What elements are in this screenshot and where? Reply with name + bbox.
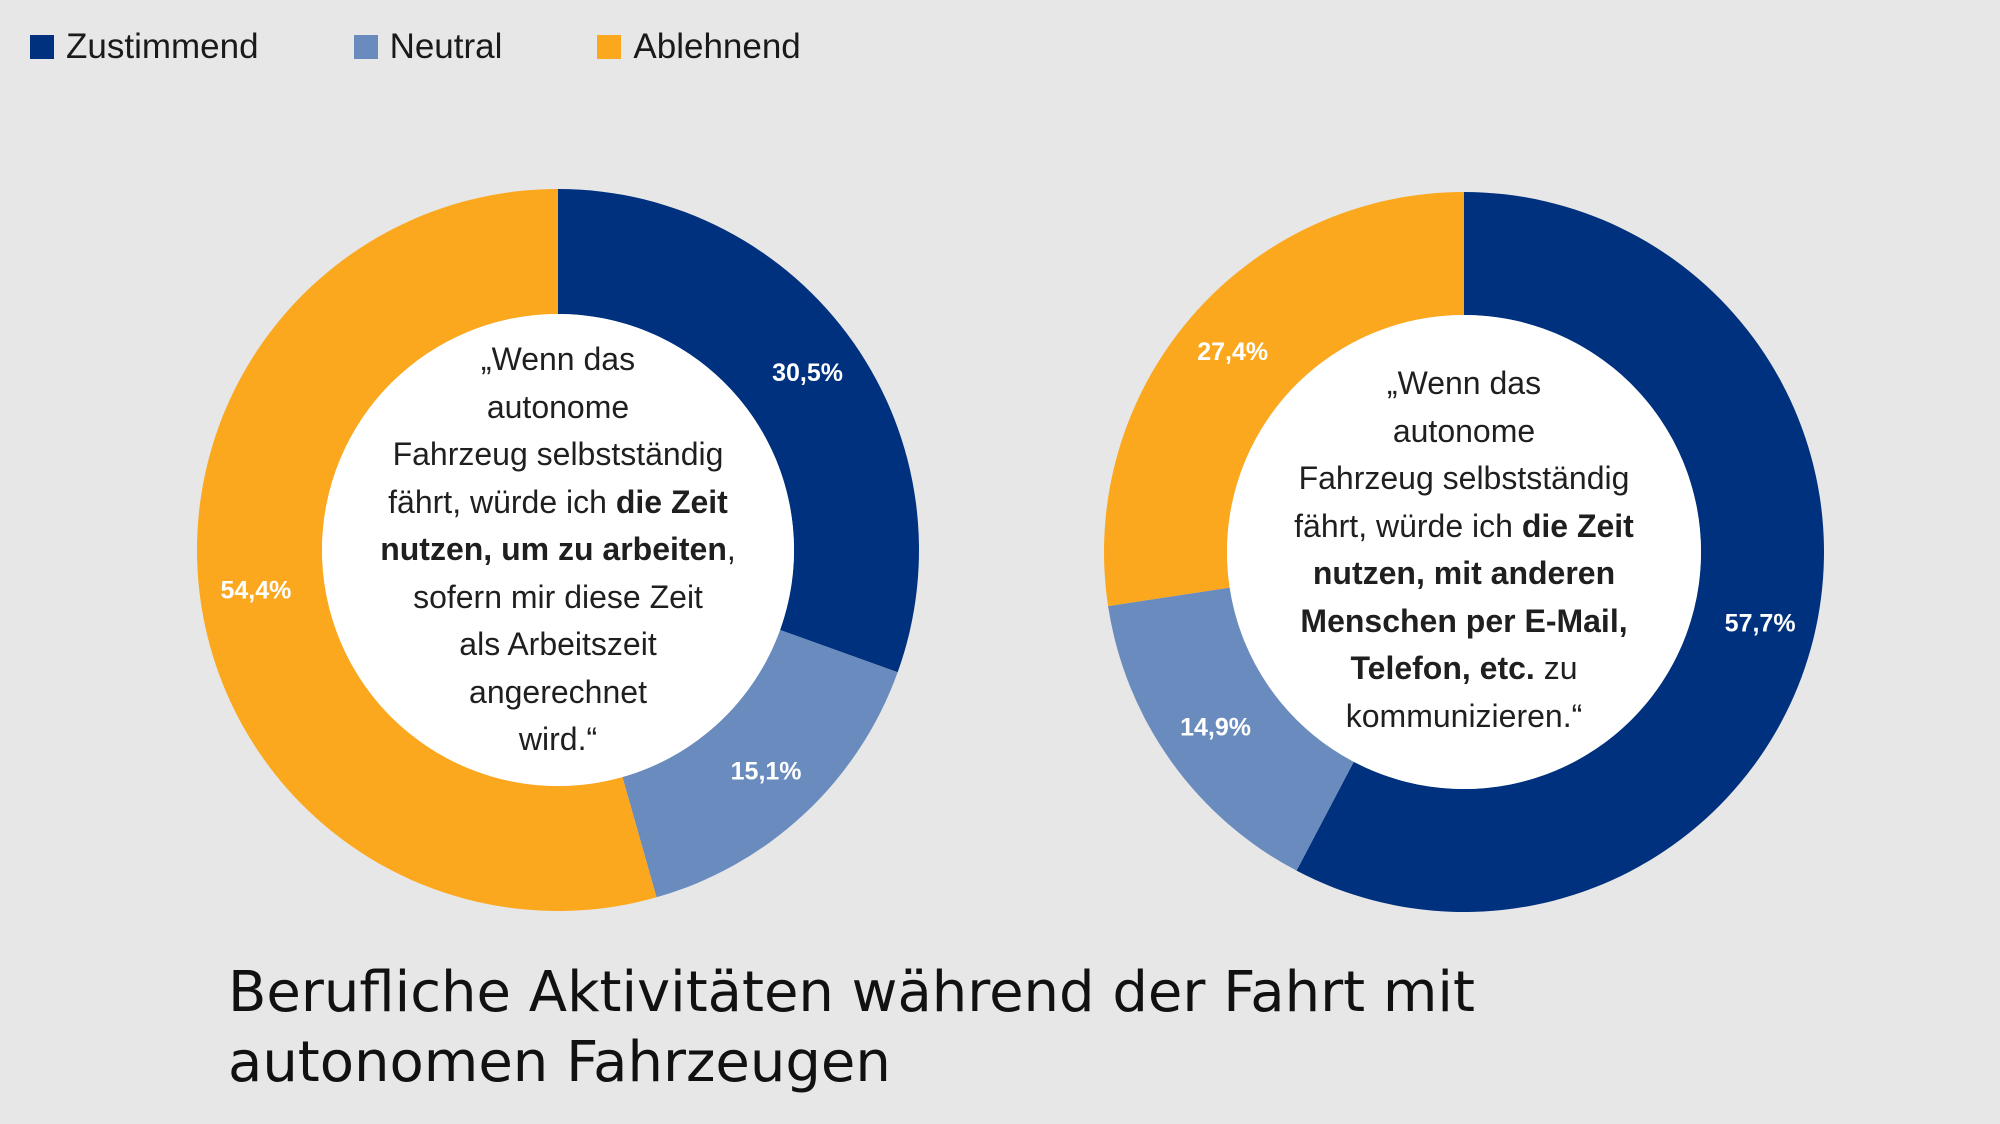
- donut-2-label-ablehnend: 27,4%: [1197, 338, 1268, 366]
- donut-1-quote-line: „Wenn das: [480, 341, 636, 377]
- legend-item-ablehnend: Ablehnend: [597, 27, 801, 67]
- donut-1-label-ablehnend: 54,4%: [220, 577, 291, 605]
- legend: Zustimmend Neutral Ablehnend: [30, 22, 896, 72]
- donut-1-quote-line: sofern mir diese Zeit: [413, 578, 703, 615]
- donut-2-label-zustimmend: 57,7%: [1725, 610, 1796, 638]
- donut-1-quote-line: fährt, würde ich die Zeit: [388, 483, 728, 520]
- donut-1-quote-line: wird.“: [518, 721, 598, 757]
- legend-item-neutral: Neutral: [353, 27, 503, 67]
- legend-label-zustimmend: Zustimmend: [66, 27, 259, 66]
- legend-swatch-neutral: [353, 35, 378, 59]
- chart-title-line-1: Berufliche Aktivitäten während der Fahrt…: [228, 960, 1475, 1025]
- donut-2-quote-line: autonome: [1392, 412, 1536, 449]
- donut-1-quote-line: autonome: [486, 388, 630, 425]
- legend-swatch-ablehnend: [597, 35, 622, 59]
- donut-2-center-quote: „Wenn das autonome Fahrzeug selbstständig f…: [1208, 360, 1720, 740]
- donut-1-quote-line: als Arbeitszeit: [459, 626, 657, 662]
- chart-title: Berufliche Aktivitäten während der Fahrt…: [228, 958, 1828, 1098]
- donut-2-quote-line: Fahrzeug selbstständig: [1298, 460, 1630, 496]
- legend-label-neutral: Neutral: [389, 27, 503, 66]
- donut-1-hole: [322, 314, 794, 786]
- donut-2-quote-line: „Wenn das: [1386, 365, 1542, 401]
- donut-2-quote-line: Menschen per E-Mail,: [1300, 602, 1628, 639]
- donut-1-center-quote: „Wenn das autonome Fahrzeug selbstständig f…: [300, 336, 816, 764]
- donut-1-slice-neutral: [622, 629, 898, 898]
- donut-2-label-neutral: 14,9%: [1180, 714, 1251, 742]
- chart-title-line-2: autonomen Fahrzeugen: [228, 1030, 891, 1095]
- donut-1-slice-zustimmend: [558, 189, 919, 673]
- donut-2-quote-line: fährt, würde ich die Zeit: [1294, 507, 1634, 544]
- donut-1-label-zustimmend: 30,5%: [772, 359, 843, 387]
- donut-2-slice-zustimmend: [1296, 192, 1824, 912]
- donut-2-quote-line: kommunizieren.“: [1345, 697, 1583, 734]
- donut-2-hole: [1227, 315, 1701, 789]
- legend-item-zustimmend: Zustimmend: [30, 27, 259, 67]
- donut-1-label-neutral: 15,1%: [731, 758, 802, 786]
- donut-1-slice-ablehnend: [196, 189, 657, 911]
- legend-swatch-zustimmend: [30, 35, 54, 59]
- donut-1-quote-line: nutzen, um zu arbeiten,: [380, 531, 736, 567]
- donut-2-quote-line: nutzen, mit anderen: [1312, 555, 1616, 591]
- donut-1-quote-line: angerechnet: [469, 673, 647, 710]
- donut-2-slice-ablehnend: [1104, 192, 1464, 607]
- donut-2-quote-line: Telefon, etc. zu: [1350, 650, 1578, 686]
- legend-label-ablehnend: Ablehnend: [633, 27, 801, 66]
- donut-1-quote-line: Fahrzeug selbstständig: [392, 436, 724, 472]
- donut-2-slice-neutral: [1108, 587, 1354, 871]
